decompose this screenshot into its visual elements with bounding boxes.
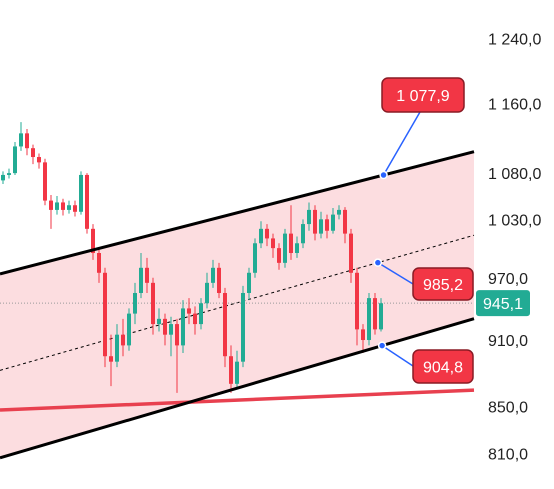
y-tick-label: 1 080,0 [488, 166, 541, 183]
channel-upper-line [0, 150, 475, 276]
candle-body [217, 267, 221, 293]
candle-body [349, 233, 353, 273]
candle-body [367, 298, 371, 341]
candle-body [19, 133, 23, 147]
candle-body [163, 318, 167, 335]
y-tick-label: 1 160,0 [488, 97, 541, 114]
candle-body [67, 205, 71, 210]
annotation-anchor [379, 170, 388, 180]
channel-fill [0, 151, 474, 458]
y-tick-label: 970,0 [488, 271, 528, 288]
candle-body [181, 308, 185, 346]
annotation-label: 985,2 [423, 277, 463, 294]
candle-body [277, 248, 281, 263]
candle-body [109, 356, 113, 362]
candle-body [283, 233, 287, 263]
y-tick-label: 1 030,0 [488, 212, 541, 229]
candle-body [295, 243, 299, 254]
candle-body [343, 209, 347, 234]
candle-body [151, 282, 155, 325]
candle-body [379, 303, 383, 330]
candle-body [139, 267, 143, 293]
candle-body [103, 272, 107, 357]
candle-body [43, 162, 47, 201]
support-line [0, 388, 475, 412]
annotation-anchor [377, 341, 387, 350]
candle-body [205, 282, 209, 304]
candle-body [31, 148, 35, 158]
channel-lower-line [0, 317, 475, 460]
candle-body [241, 292, 245, 362]
candle-body [97, 253, 101, 273]
y-tick-label: 850,0 [488, 399, 528, 416]
annotation-label: 904,8 [423, 360, 463, 377]
candle-body [193, 313, 197, 325]
candle-body [289, 233, 293, 254]
candle-body [355, 272, 359, 330]
candle-body [79, 174, 83, 212]
candle-body [247, 272, 251, 293]
candle-body [91, 228, 95, 254]
candle-body [7, 173, 11, 175]
candle-body [55, 202, 59, 210]
y-tick-label: 1 240,0 [488, 32, 541, 49]
candle-body [301, 224, 305, 244]
candle-body [325, 219, 329, 231]
y-tick-label: 910,0 [488, 333, 528, 350]
candle-body [337, 209, 341, 215]
candle-body [25, 133, 29, 149]
candle-body [169, 324, 173, 335]
candle-body [253, 243, 257, 273]
candle-body [145, 267, 149, 283]
candle-body [13, 146, 17, 174]
annotation-anchor [373, 258, 383, 267]
candle-body [187, 308, 191, 314]
candle-body [157, 318, 161, 325]
annotation-box [412, 267, 474, 301]
annotation-box [381, 77, 465, 113]
candle-body [211, 267, 215, 283]
candle-body [61, 202, 65, 210]
candle-body [331, 214, 335, 231]
candle-body [373, 298, 377, 330]
candle-body [115, 334, 119, 362]
candle-body [133, 292, 137, 314]
candle-body [235, 361, 239, 384]
candle-body [223, 292, 227, 357]
annotation-connector [377, 262, 414, 285]
candle-body [259, 228, 263, 244]
candle-body [49, 200, 53, 210]
candle-body [175, 324, 179, 346]
candle-body [319, 219, 323, 234]
candle-body [361, 329, 365, 341]
candle-body [199, 303, 203, 325]
candle-body [127, 313, 131, 346]
candle-body [307, 209, 311, 225]
candle-body [37, 157, 41, 163]
candle-body [73, 205, 77, 212]
candle-body [313, 209, 317, 234]
candle-body [1, 174, 5, 181]
annotation-label: 1 077,9 [396, 88, 449, 105]
candle-body [229, 356, 233, 384]
annotation-connector [381, 344, 414, 367]
annotation-connector [382, 111, 421, 176]
candle-body [265, 228, 269, 239]
candle-body [121, 334, 125, 346]
y-tick-label: 810,0 [488, 446, 528, 463]
candle-body [271, 238, 275, 249]
last-price-box [476, 290, 530, 317]
last-price-label: 945,1 [483, 296, 523, 313]
annotation-box [412, 349, 474, 384]
candle-body [85, 174, 89, 229]
